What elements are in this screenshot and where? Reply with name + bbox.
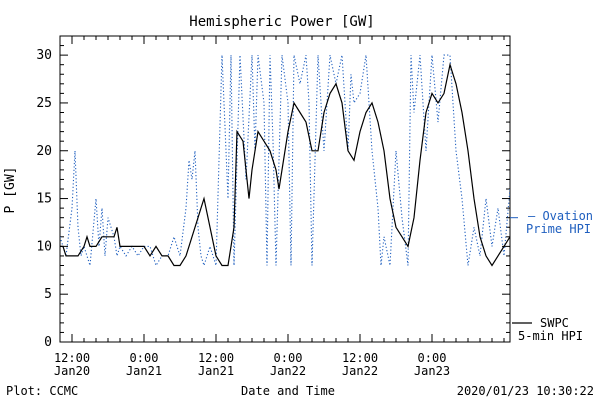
series-swpc-line xyxy=(60,62,510,267)
x-tick-label-time: 0:00 xyxy=(418,351,447,365)
x-tick-label-date: Jan21 xyxy=(126,364,162,378)
y-tick-label: 10 xyxy=(36,239,52,254)
legend-swpc-line1: SWPC xyxy=(540,316,569,330)
y-tick-label: 20 xyxy=(36,144,52,159)
footer-timestamp: 2020/01/23 10:30:22 xyxy=(457,384,594,398)
x-tick-label-date: Jan21 xyxy=(198,364,234,378)
x-tick-label-date: Jan20 xyxy=(54,364,90,378)
y-tick-label: 15 xyxy=(36,192,52,207)
x-tick-label-date: Jan23 xyxy=(414,364,450,378)
plot-frame xyxy=(59,35,511,343)
y-tick-label: 5 xyxy=(44,287,52,302)
plot-area: 05101520253012:00Jan200:00Jan2112:00Jan2… xyxy=(36,35,518,378)
legend-swpc-line2: 5-min HPI xyxy=(518,329,583,343)
x-tick-label-date: Jan22 xyxy=(270,364,306,378)
footer-plot-credit: Plot: CCMC xyxy=(6,384,78,398)
x-axis-label: Date and Time xyxy=(241,384,335,398)
x-tick-label-time: 12:00 xyxy=(54,351,90,365)
x-tick-label-time: 12:00 xyxy=(342,351,378,365)
y-tick-label: 30 xyxy=(36,48,52,63)
legend-ovation-line2: Prime HPI xyxy=(526,222,591,236)
series-ovation-prime-line xyxy=(60,54,510,268)
x-tick-label-time: 0:00 xyxy=(274,351,303,365)
legend-ovation-line1: – Ovation xyxy=(528,209,593,223)
y-tick-label: 0 xyxy=(44,335,52,350)
x-tick-label-date: Jan22 xyxy=(342,364,378,378)
y-axis-label: P [GW] xyxy=(3,167,18,214)
y-tick-label: 25 xyxy=(36,96,52,111)
x-tick-label-time: 0:00 xyxy=(130,351,159,365)
chart-title: Hemispheric Power [GW] xyxy=(189,14,374,30)
x-tick-label-time: 12:00 xyxy=(198,351,234,365)
